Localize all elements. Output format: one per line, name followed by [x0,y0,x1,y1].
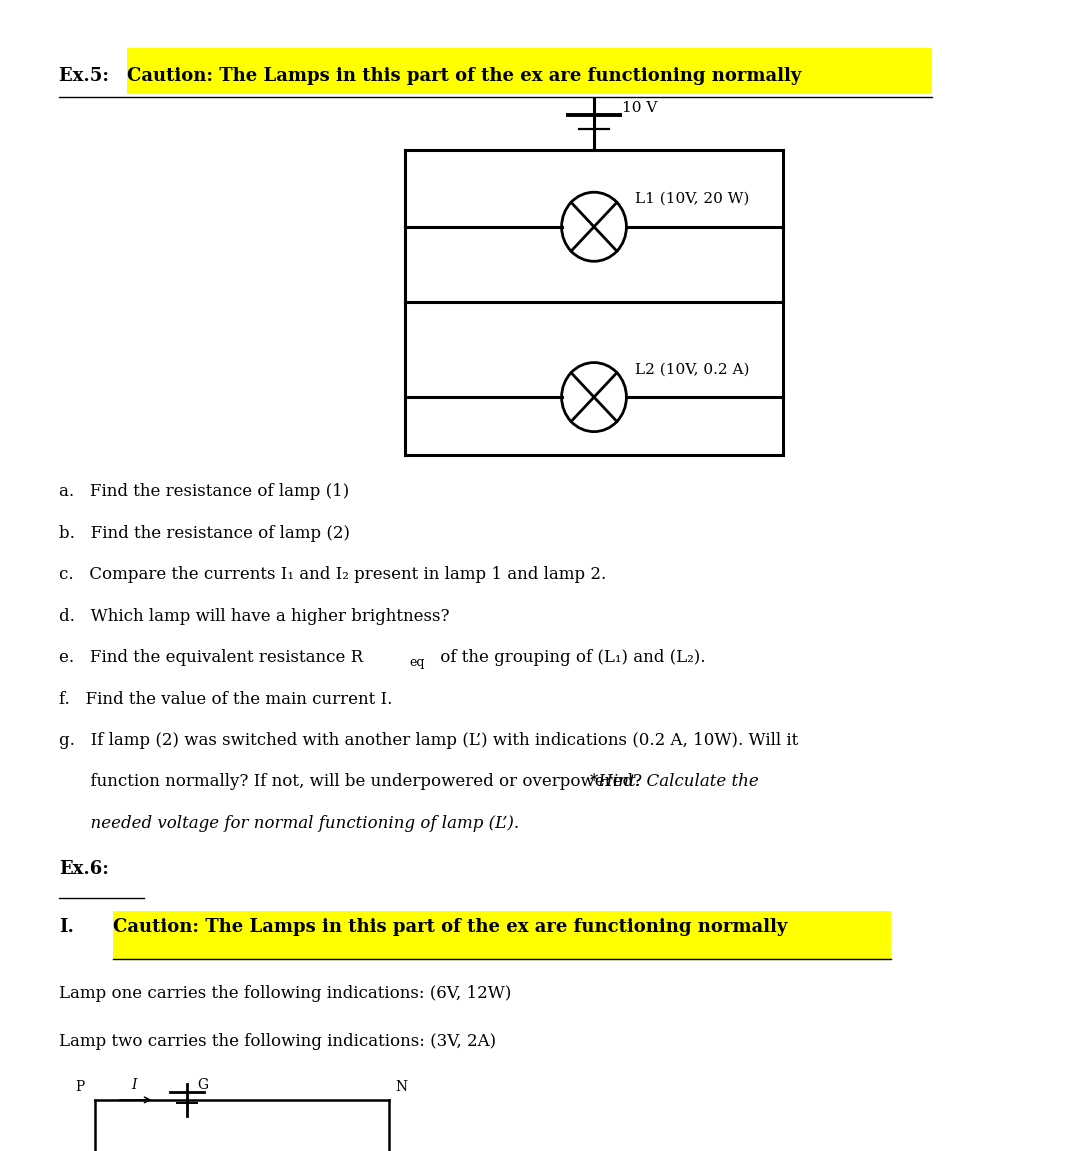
Text: Ex.5:: Ex.5: [59,67,116,85]
Text: I: I [131,1077,137,1092]
Text: N: N [395,1080,407,1095]
Text: P: P [75,1080,84,1095]
Text: eq: eq [409,656,424,669]
Text: f.   Find the value of the main current I.: f. Find the value of the main current I. [59,691,393,708]
Text: b.   Find the resistance of lamp (2): b. Find the resistance of lamp (2) [59,525,350,542]
Text: *Hint: Calculate the: *Hint: Calculate the [590,773,758,791]
Text: a.   Find the resistance of lamp (1): a. Find the resistance of lamp (1) [59,483,350,501]
Text: Caution: The Lamps in this part of the ex are functioning normally: Caution: The Lamps in this part of the e… [127,67,801,85]
Text: Lamp one carries the following indications: (6V, 12W): Lamp one carries the following indicatio… [59,985,512,1001]
Text: L2 (10V, 0.2 A): L2 (10V, 0.2 A) [635,363,750,376]
Text: e.   Find the equivalent resistance R: e. Find the equivalent resistance R [59,649,364,666]
Text: Lamp two carries the following indications: (3V, 2A): Lamp two carries the following indicatio… [59,1034,497,1050]
Text: needed voltage for normal functioning of lamp (L’).: needed voltage for normal functioning of… [59,815,519,832]
Text: Caution: The Lamps in this part of the ex are functioning normally: Caution: The Lamps in this part of the e… [113,918,787,936]
Text: of the grouping of (L₁) and (L₂).: of the grouping of (L₁) and (L₂). [435,649,705,666]
Text: g.   If lamp (2) was switched with another lamp (L’) with indications (0.2 A, 10: g. If lamp (2) was switched with another… [59,732,798,749]
Text: L1 (10V, 20 W): L1 (10V, 20 W) [635,192,750,206]
Text: Ex.6:: Ex.6: [59,861,109,878]
Text: c.   Compare the currents I₁ and I₂ present in lamp 1 and lamp 2.: c. Compare the currents I₁ and I₂ presen… [59,566,607,584]
Text: d.   Which lamp will have a higher brightness?: d. Which lamp will have a higher brightn… [59,608,450,625]
Text: G: G [198,1077,208,1092]
FancyBboxPatch shape [127,48,932,94]
Text: 10 V: 10 V [622,101,658,115]
Text: I.: I. [59,918,75,936]
FancyBboxPatch shape [113,912,891,960]
Text: function normally? If not, will be underpowered or overpowered?: function normally? If not, will be under… [59,773,648,791]
